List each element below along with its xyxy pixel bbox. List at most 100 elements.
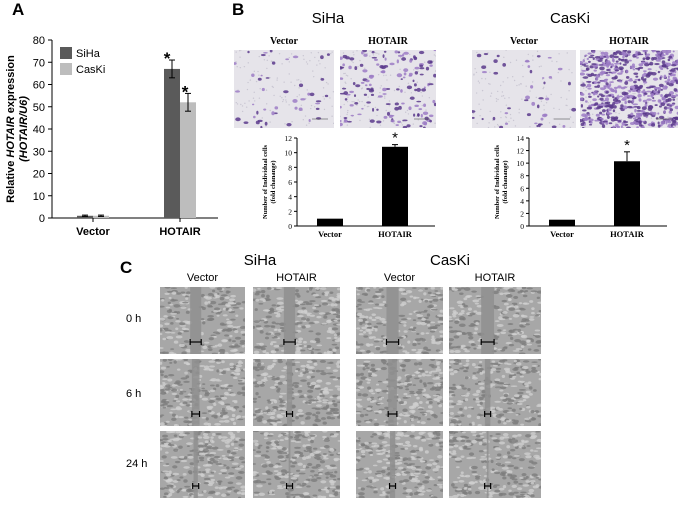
cell-texture [449, 307, 455, 310]
cell-texture [504, 461, 512, 464]
cell-texture [472, 393, 480, 396]
cell-texture [449, 360, 456, 364]
stained-cell [606, 115, 610, 120]
cell-texture [472, 473, 478, 476]
stained-cell [340, 122, 343, 127]
membrane-pore [388, 100, 391, 102]
stained-cell [597, 95, 600, 98]
cell-texture [430, 338, 437, 341]
cell-texture [320, 372, 327, 376]
cell-texture [263, 376, 267, 381]
cell-texture [185, 310, 190, 314]
cell-texture [274, 475, 278, 479]
cell-texture [218, 472, 222, 475]
cell-texture [328, 495, 336, 498]
membrane-pore [314, 56, 316, 59]
stained-cell [354, 101, 359, 105]
cell-texture [357, 487, 362, 489]
cell-texture [326, 362, 334, 364]
cell-texture [417, 388, 424, 391]
membrane-pore [585, 90, 587, 92]
membrane-pore [421, 104, 424, 107]
stained-cell [650, 93, 655, 97]
membrane-pore [416, 81, 419, 83]
cell-texture [274, 383, 278, 387]
stained-cell [599, 117, 604, 120]
cell-texture [329, 448, 335, 452]
membrane-pore [306, 89, 308, 91]
stained-cell [361, 107, 364, 110]
cell-texture [163, 315, 168, 318]
cell-texture [491, 360, 496, 363]
stained-cell [627, 79, 634, 82]
stained-cell [610, 88, 615, 93]
cell-texture [404, 380, 411, 382]
cell-texture [459, 407, 463, 411]
cell-texture [537, 414, 541, 418]
cell-texture [219, 395, 225, 398]
membrane-pore [246, 88, 249, 91]
stained-cell [315, 117, 322, 120]
cell-texture [239, 448, 243, 451]
membrane-pore [518, 112, 520, 114]
stained-cell [647, 71, 653, 75]
cell-texture [233, 440, 238, 443]
membrane-pore [560, 96, 562, 99]
cell-texture [364, 294, 368, 296]
stained-cell [613, 105, 617, 109]
cell-texture [231, 462, 239, 466]
cell-texture [276, 415, 284, 419]
stained-cell [592, 51, 596, 54]
membrane-pore [667, 116, 669, 118]
cell-texture [489, 434, 493, 437]
membrane-pore [288, 56, 290, 59]
cell-texture [279, 392, 287, 395]
cell-texture [213, 455, 221, 459]
stained-cell [370, 87, 374, 91]
membrane-pore [317, 51, 320, 54]
y-tick-label: 10 [517, 159, 525, 168]
cell-texture [160, 332, 163, 336]
cell-texture [358, 333, 364, 336]
cell-texture [303, 495, 311, 498]
cell-texture [297, 325, 302, 328]
cell-texture [405, 395, 412, 398]
cell-texture [503, 422, 507, 425]
stained-cell [614, 62, 620, 65]
cell-texture [497, 420, 502, 424]
stained-cell [483, 52, 489, 56]
cell-texture [439, 334, 443, 338]
cell-texture [325, 476, 329, 479]
cell-texture [452, 450, 457, 454]
cell-texture [423, 292, 427, 296]
cell-texture [454, 415, 461, 418]
cell-texture [241, 388, 245, 391]
cell-texture [180, 306, 187, 309]
membrane-pore [568, 68, 570, 71]
cell-texture [263, 437, 269, 440]
cell-texture [506, 363, 512, 366]
membrane-pore [489, 110, 491, 113]
stained-cell [657, 124, 661, 128]
membrane-pore [497, 90, 499, 93]
stained-cell [417, 113, 420, 117]
cell-texture [211, 446, 219, 450]
cell-texture [535, 484, 540, 488]
cell-texture [282, 407, 287, 411]
stained-cell [424, 116, 429, 121]
cell-texture [268, 463, 274, 468]
cell-texture [417, 489, 422, 492]
stained-cell [588, 60, 591, 63]
cell-texture [406, 317, 412, 320]
stained-cell [580, 97, 584, 101]
cell-texture [467, 488, 472, 491]
cell-texture [176, 359, 183, 361]
membrane-pore [325, 81, 328, 84]
cell-texture [336, 332, 340, 336]
cell-texture [508, 307, 516, 311]
membrane-pore [536, 50, 539, 53]
cell-texture [467, 333, 473, 336]
cell-texture [522, 294, 528, 298]
stained-cell [397, 120, 402, 124]
stained-cell [601, 102, 604, 105]
